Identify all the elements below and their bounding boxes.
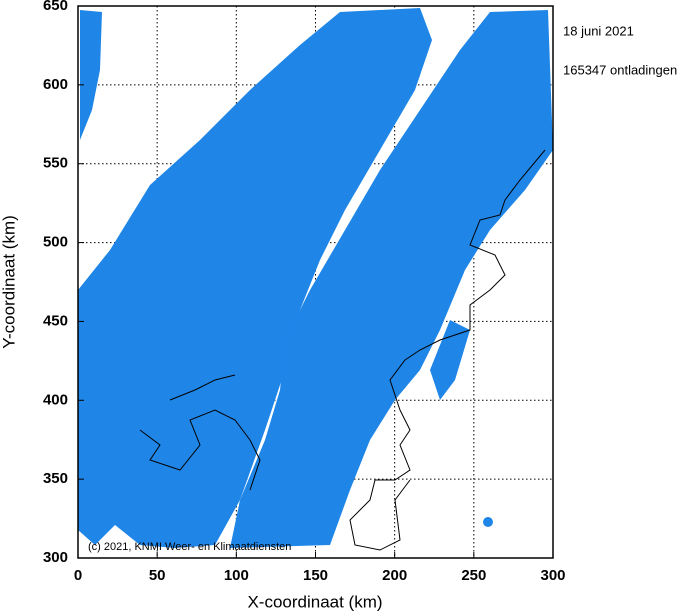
- y-tick-label: 350: [43, 470, 68, 487]
- y-tick-label: 450: [43, 312, 68, 329]
- discharge-cloud: [483, 517, 493, 527]
- coastline: [139, 149, 546, 551]
- y-tick-label: 650: [43, 0, 68, 14]
- y-tick-label: 500: [43, 234, 68, 251]
- x-tick-label: 50: [149, 567, 166, 584]
- discharge-cloud: [78, 8, 432, 548]
- date-label: 18 juni 2021: [563, 23, 634, 38]
- y-tick-label: 400: [43, 391, 68, 408]
- x-axis-label: X-coordinaat (km): [247, 592, 382, 611]
- y-tick-label: 300: [43, 549, 68, 566]
- y-axis-label: Y-coordinaat (km): [0, 215, 18, 349]
- discharge-cloud: [80, 10, 102, 140]
- y-tick-label: 600: [43, 76, 68, 93]
- x-tick-label: 100: [224, 567, 249, 584]
- discharge-clouds: [78, 8, 553, 548]
- x-tick-label: 0: [74, 567, 82, 584]
- discharge-cloud: [430, 320, 470, 400]
- x-tick-label: 150: [303, 567, 328, 584]
- ticks: 0 50 100 150 200 250 300 300 350 400 450 500 550 600 6…: [43, 0, 566, 584]
- x-tick-label: 250: [461, 567, 486, 584]
- plot-frame: [77, 5, 554, 559]
- count-label: 165347 ontladingen: [563, 62, 677, 77]
- x-tick-label: 200: [382, 567, 407, 584]
- y-tick-label: 550: [43, 155, 68, 172]
- discharge-cloud: [230, 10, 553, 548]
- credit: (c) 2021, KNMI Weer- en Klimaatdiensten: [88, 541, 291, 553]
- x-tick-label: 300: [540, 567, 565, 584]
